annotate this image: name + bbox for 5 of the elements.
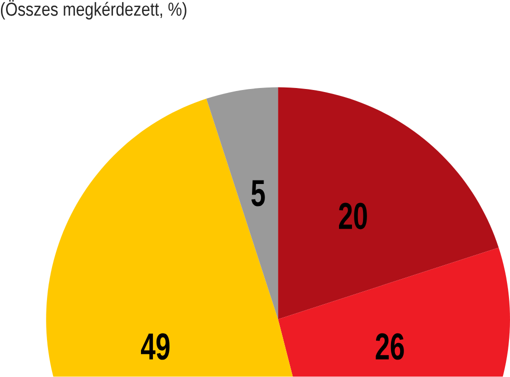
data-label: 26 [376,333,404,360]
data-label: 49 [140,333,170,360]
data-label: 20 [338,202,367,230]
data-label: 5 [251,180,265,206]
chart-subtitle: (Összes megkérdezett, %) [0,0,186,20]
